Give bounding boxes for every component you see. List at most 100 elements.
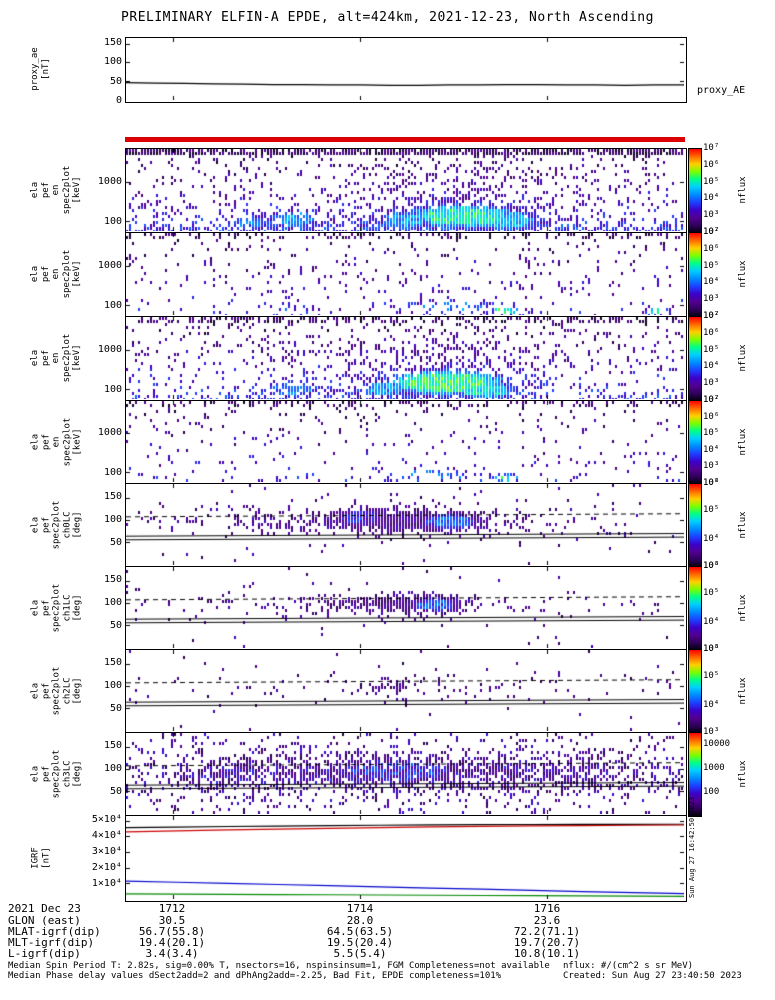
en_spec2plot_a-data	[126, 149, 684, 231]
colorbar-tick-label: 10⁶	[703, 411, 720, 422]
colorbar-tick-label: 10⁵	[703, 176, 720, 187]
panel-proxy_ae	[125, 37, 687, 103]
annotation-value: 23.6	[533, 914, 561, 927]
colorbar-axis-label: nflux	[738, 176, 748, 204]
annotation-value: 64.5(63.5)	[326, 925, 394, 938]
colorbar-en_spec2plot_b	[688, 232, 702, 318]
annotation-label-mlt: MLT-igrf(dip)	[8, 936, 95, 949]
en_spec2plot_b-data	[126, 233, 684, 315]
pa_spec2plot_ch1LC-data	[126, 567, 684, 648]
panel-pa_spec2plot_ch3LC	[125, 732, 687, 817]
colorbar-tick-label: 10⁵	[703, 671, 720, 682]
colorbar-tick-label: 10³	[703, 561, 720, 571]
footer-note-1: Median Spin Period T: 2.82s, sig=0.00% T…	[8, 961, 550, 971]
colorbar-tick-label: 10⁶	[703, 159, 720, 170]
colorbar-tick-label: 10⁵	[703, 344, 720, 355]
colorbar-tick-label: 10²	[703, 227, 720, 237]
y-tick-label: 150	[103, 36, 122, 48]
pa_spec2plot_ch2LC-data	[126, 650, 684, 731]
y-tick-label: 50	[109, 536, 122, 548]
panel-en_spec2plot_d	[125, 400, 687, 485]
annotation-value: 56.7(55.8)	[138, 925, 206, 938]
annotation-value: 30.5	[158, 914, 186, 927]
colorbar-tick-label: 10⁶	[703, 243, 720, 254]
x-tick-label-0: 1712	[158, 902, 186, 915]
colorbar-tick-label: 10⁷	[703, 395, 720, 405]
colorbar-tick-label: 10⁴	[703, 277, 720, 288]
colorbar-tick-label: 10⁴	[703, 699, 720, 710]
colorbar-en_spec2plot_d	[688, 400, 702, 485]
y-tick-label: 5×10⁴	[91, 813, 122, 825]
colorbar-tick-label: 10³	[703, 644, 720, 654]
colorbar-tick-label: 10⁶	[703, 478, 720, 488]
colorbar-tick-label: 10⁴	[703, 193, 720, 204]
colorbar-axis-label: nflux	[738, 676, 748, 705]
x-tick-label-1: 1714	[346, 902, 374, 915]
footer-note-2: Median Phase delay values dSect2add=2 an…	[8, 971, 502, 981]
y-tick-label: 0	[115, 95, 122, 106]
flux-units-note: nflux: #/(cm^2 s sr MeV)	[563, 961, 694, 971]
colorbar-tick-label: 100	[703, 786, 720, 797]
colorbar-axis-label: nflux	[738, 344, 748, 372]
colorbar-tick-label: 10000	[703, 738, 731, 749]
colorbar-tick-label: 10²	[703, 395, 720, 405]
en_spec2plot_d-data	[126, 401, 684, 482]
igrf-data	[126, 816, 684, 899]
y-tick-label: 100	[103, 679, 122, 691]
colorbar-tick-label: 10⁵	[703, 428, 720, 439]
colorbar-tick-label: 10⁶	[703, 644, 720, 654]
colorbar-tick-label: 10³	[703, 210, 720, 221]
y-tick-label: 1×10⁴	[91, 877, 122, 889]
y-tick-label: 150	[103, 490, 122, 502]
panel-igrf	[125, 815, 687, 902]
colorbar-pa_spec2plot_ch2LC	[688, 649, 702, 734]
y-tick-label: 1000	[97, 175, 122, 187]
colorbar-tick-label: 10²	[703, 478, 720, 488]
annotation-value: 19.4(20.1)	[138, 936, 206, 949]
y-tick-label: 1000	[97, 343, 122, 355]
colorbar-tick-label: 10⁴	[703, 616, 720, 627]
colorbar-axis-label: nflux	[738, 427, 748, 456]
pa_spec2plot_ch0LC-data	[126, 484, 684, 565]
colorbar-tick-label: 10³	[703, 461, 720, 472]
pa_spec2plot_ch3LC-data	[126, 733, 684, 814]
colorbar-tick-label: 10⁷	[703, 143, 720, 153]
panel-en_spec2plot_b	[125, 232, 687, 318]
y-tick-label: 100	[103, 596, 122, 608]
annotation-value: 19.7(20.7)	[513, 936, 581, 949]
side-creation-timestamp: Sun Aug 27 16:42:50 2023	[688, 796, 696, 898]
science-zone-bar	[125, 137, 685, 142]
plot-title: PRELIMINARY ELFIN-A EPDE, alt=424km, 202…	[121, 10, 654, 25]
y-tick-label: 2×10⁴	[91, 861, 122, 873]
colorbar-tick-label: 10³	[703, 294, 720, 305]
y-tick-label: 50	[109, 75, 122, 87]
y-tick-label: 1000	[97, 259, 122, 271]
colorbar-pa_spec2plot_ch1LC	[688, 566, 702, 651]
colorbar-tick-label: 10⁵	[703, 260, 720, 271]
colorbar-tick-label: 10³	[703, 378, 720, 389]
annotation-value: 72.2(71.1)	[513, 925, 581, 938]
annotation-label-mlat: MLAT-igrf(dip)	[8, 925, 101, 938]
colorbar-axis-label: nflux	[738, 593, 748, 622]
colorbar-tick-label: 10⁶	[703, 561, 720, 571]
y-tick-label: 100	[103, 299, 122, 311]
annotation-value: 5.5(5.4)	[333, 947, 387, 960]
colorbar-tick-label: 10⁷	[703, 227, 720, 237]
y-tick-label: 50	[109, 785, 122, 797]
created-timestamp: Created: Sun Aug 27 23:40:50 2023	[563, 971, 742, 981]
colorbar-tick-label: 10⁶	[703, 327, 720, 338]
proxy_ae-data	[126, 38, 684, 100]
panel-right-label: proxy_AE	[697, 85, 746, 96]
y-tick-label: 50	[109, 619, 122, 631]
panel-en_spec2plot_a	[125, 148, 687, 234]
colorbar-tick-label: 1000	[703, 762, 725, 773]
y-tick-label: 100	[103, 215, 122, 227]
colorbar-tick-label: 10⁵	[703, 505, 720, 516]
colorbar-tick-label: 10⁷	[703, 311, 720, 321]
annotation-value: 3.4(3.4)	[145, 947, 199, 960]
panel-pa_spec2plot_ch2LC	[125, 649, 687, 734]
colorbar-axis-label: nflux	[738, 260, 748, 288]
colorbar-pa_spec2plot_ch0LC	[688, 483, 702, 568]
